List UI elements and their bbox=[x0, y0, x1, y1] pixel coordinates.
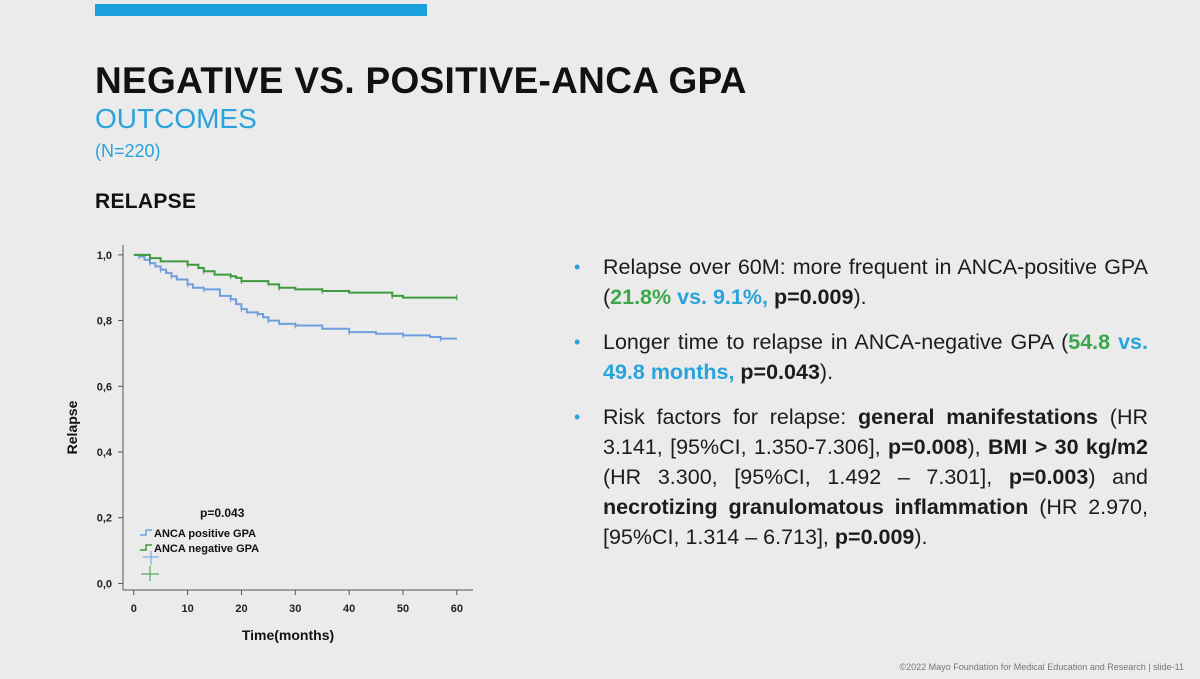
finding-item: • Longer time to relapse in ANCA-negative… bbox=[570, 327, 1148, 387]
finding-item: • Relapse over 60M: more frequent in ANCA… bbox=[570, 252, 1148, 312]
x-tick-label: 30 bbox=[289, 603, 301, 615]
finding-item: • Risk factors for relapse: general manif… bbox=[570, 402, 1148, 552]
bullet-dot-icon: • bbox=[574, 332, 581, 352]
y-tick-label: 0,4 bbox=[97, 447, 113, 459]
y-tick-label: 0,2 bbox=[97, 513, 112, 525]
finding-text: 21.8% bbox=[610, 285, 672, 309]
finding-text: general manifestations bbox=[858, 405, 1099, 429]
x-axis-label: Time(months) bbox=[242, 627, 334, 643]
slide-subtitle: OUTCOMES bbox=[95, 103, 257, 134]
finding-text: vs. 9.1%, bbox=[671, 285, 768, 309]
finding-text: (HR 3.141, [95%CI, 1.350-7.306], bbox=[603, 405, 1149, 459]
section-heading: RELAPSE bbox=[95, 190, 197, 213]
finding-text: vs. 49.8 months, bbox=[603, 330, 1148, 384]
bullet-dot-icon: • bbox=[574, 407, 581, 427]
legend-swatch-1 bbox=[140, 544, 152, 551]
legend-label: ANCA negative GPA bbox=[154, 543, 259, 555]
finding-text: p=0.043 bbox=[734, 360, 820, 384]
finding-text: ). bbox=[853, 285, 867, 309]
top-accent-bar bbox=[95, 4, 427, 16]
y-tick-label: 1,0 bbox=[97, 250, 112, 262]
finding-text: p=0.009 bbox=[834, 525, 915, 549]
x-tick-label: 20 bbox=[235, 603, 247, 615]
finding-text: Risk factors for relapse: bbox=[603, 405, 859, 429]
x-tick-label: 50 bbox=[397, 603, 409, 615]
finding-text: 54.8 bbox=[1068, 330, 1111, 354]
finding-text: ), bbox=[967, 435, 988, 459]
finding-text: ). bbox=[914, 525, 928, 549]
km-chart-svg: 0,0 0,2 0,4 0,6 0,8 1,0 0 10 20 30 40 50 60 Time(mont… bbox=[64, 245, 473, 643]
finding-text: Relapse over 60M: more frequent in ANCA-… bbox=[603, 255, 1148, 309]
x-tick-label: 40 bbox=[343, 603, 355, 615]
findings-list: • Relapse over 60M: more frequent in ANCA… bbox=[570, 252, 1148, 567]
series-1-curve bbox=[133, 253, 457, 299]
finding-text: ) and bbox=[1088, 465, 1148, 489]
bullet-dot-icon: • bbox=[574, 257, 581, 277]
y-axis-label: Relapse bbox=[64, 400, 80, 454]
x-tick-label: 60 bbox=[451, 603, 463, 615]
finding-text: necrotizing granulomatous inflammation bbox=[603, 495, 1029, 519]
finding-text: p=0.003 bbox=[1008, 465, 1089, 489]
y-tick-label: 0,0 bbox=[97, 578, 112, 590]
y-tick-label: 0,8 bbox=[97, 316, 112, 328]
finding-text: (HR 3.300, [95%CI, 1.492 – 7.301], bbox=[603, 465, 1009, 489]
finding-text: (HR 2.970, [95%CI, 1.314 – 6.713], bbox=[603, 495, 1148, 549]
x-tick-label: 0 bbox=[131, 603, 137, 615]
finding-text: Longer time to relapse in ANCA-negative … bbox=[603, 330, 1069, 354]
km-chart: 0,0 0,2 0,4 0,6 0,8 1,0 0 10 20 30 40 50 60 Time(mont… bbox=[55, 235, 485, 660]
finding-text: p=0.009 bbox=[767, 285, 854, 309]
finding-text: p=0.008 bbox=[887, 435, 968, 459]
finding-text: BMI > 30 kg/m2 bbox=[987, 435, 1148, 459]
y-tick-label: 0,6 bbox=[97, 381, 112, 393]
finding-text: ). bbox=[819, 360, 834, 384]
slide-title: NEGATIVE VS. POSITIVE-ANCA GPA bbox=[95, 60, 747, 101]
x-tick-label: 10 bbox=[181, 603, 193, 615]
sample-size-label: (N=220) bbox=[95, 141, 161, 161]
p-value-annotation: p=0.043 bbox=[200, 506, 245, 520]
legend-swatch-0 bbox=[140, 529, 152, 536]
footer-copyright: ©2022 Mayo Foundation for Medical Educat… bbox=[899, 662, 1184, 672]
legend-label: ANCA positive GPA bbox=[154, 528, 256, 540]
